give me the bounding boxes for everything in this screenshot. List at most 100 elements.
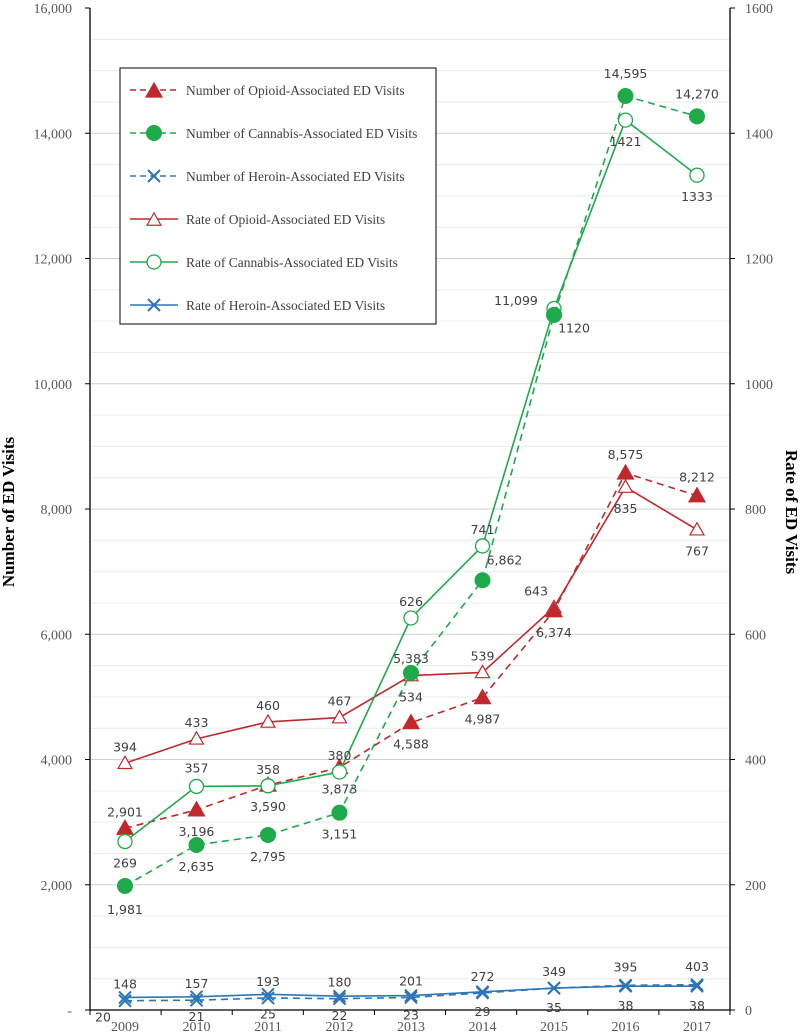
legend-item: Rate of Heroin-Associated ED Visits (130, 298, 385, 313)
data-point (544, 601, 564, 618)
data-label: 467 (328, 694, 352, 709)
marker-stroke (404, 990, 418, 1005)
data-point (689, 167, 705, 183)
data-point (403, 610, 419, 626)
x-axis-ticks: 2009 2010 2011 2012 2013 2014 2015 2016 2017 (89, 1010, 731, 1033)
legend-marker (146, 254, 162, 270)
y2-tick-label: 800 (745, 503, 766, 518)
legend: Number of Opioid-Associated ED Visits Num… (119, 67, 437, 325)
legend-box (119, 67, 437, 325)
marker-stroke (690, 979, 704, 993)
data-label: 4,588 (393, 737, 429, 752)
x-tick-label: 2017 (683, 1020, 711, 1033)
data-label: 4,987 (465, 712, 501, 727)
marker-stroke (332, 989, 347, 1003)
data-label: 193 (256, 974, 280, 989)
data-label: 157 (185, 976, 209, 991)
y2-tick-label: 200 (745, 879, 766, 894)
marker-stroke (118, 990, 132, 1005)
data-point (617, 87, 634, 104)
marker-stroke (118, 994, 132, 1008)
y2-tick-label: 1600 (745, 2, 773, 17)
data-point (261, 991, 275, 1005)
data-point (260, 826, 276, 843)
data-label: 3,196 (179, 824, 215, 839)
series-1 (117, 87, 705, 894)
legend-label: Rate of Cannabis-Associated ED Visits (186, 255, 398, 270)
series-0 (115, 463, 707, 835)
data-label: 14,595 (604, 66, 648, 81)
data-label: 8,575 (608, 447, 644, 462)
marker-stroke (261, 991, 275, 1005)
data-label: 1120 (558, 321, 590, 336)
data-label: 269 (113, 856, 137, 871)
data-label: 2,795 (250, 849, 286, 864)
y-tick-label: 8,000 (41, 503, 73, 518)
data-label: 357 (185, 760, 209, 775)
y-tick-label: 12,000 (34, 253, 73, 268)
data-label: 394 (113, 739, 137, 754)
y2-tick-label: 600 (745, 628, 766, 643)
data-point (188, 836, 205, 853)
data-label: 539 (471, 648, 495, 663)
legend-marker (147, 298, 161, 312)
data-point (332, 989, 347, 1003)
data-label: 1,981 (107, 902, 143, 917)
data-label: 8,212 (679, 470, 715, 485)
y-tick-label: 16,000 (34, 2, 73, 17)
data-label: 643 (524, 583, 548, 598)
data-label: 29 (475, 1004, 491, 1019)
legend-label: Number of Cannabis-Associated ED Visits (186, 126, 417, 141)
data-label: 148 (113, 977, 137, 992)
data-label: 460 (256, 698, 280, 713)
data-point (331, 804, 348, 821)
data-point (404, 990, 418, 1005)
data-point (547, 981, 561, 995)
x-tick-label: 2012 (326, 1020, 354, 1033)
data-label: 5,383 (393, 651, 429, 666)
marker-stroke (690, 978, 704, 992)
y-tick-label: 6,000 (41, 628, 73, 643)
x-tick-label: 2010 (183, 1020, 211, 1033)
y2-tick-label: 400 (745, 754, 766, 769)
x-tick-label: 2009 (111, 1020, 139, 1033)
data-point (116, 755, 134, 770)
legend-marker (144, 81, 164, 98)
data-label: 380 (328, 748, 352, 763)
data-label: 22 (332, 1008, 348, 1023)
data-label: 358 (256, 762, 280, 777)
data-point (332, 992, 347, 1006)
data-label: 25 (260, 1006, 276, 1021)
data-label: 433 (185, 715, 209, 730)
y-tick-label: 10,000 (34, 378, 73, 393)
data-label: 180 (328, 975, 352, 990)
data-point (474, 572, 491, 589)
data-point (188, 730, 205, 745)
data-label: 3,873 (322, 781, 358, 796)
y-axis-ticks: - 2,000 4,000 6,000 8,000 10,000 12,000 14,000 1… (34, 2, 90, 1019)
data-label: 21 (189, 1009, 205, 1024)
x-tick-label: 2015 (540, 1020, 568, 1033)
data-label: 38 (689, 998, 705, 1013)
data-label: 3,590 (250, 799, 286, 814)
legend-label: Rate of Heroin-Associated ED Visits (186, 298, 385, 313)
data-label: 1421 (610, 134, 642, 149)
legend-marker (147, 169, 161, 183)
y-axis-title: Number of ED Visits (0, 436, 18, 587)
legend-marker (145, 211, 163, 226)
data-point (690, 978, 704, 992)
series-2 (118, 978, 704, 1008)
data-label: 2,635 (179, 859, 215, 874)
y2-tick-label: 0 (745, 1004, 752, 1019)
marker-stroke (189, 993, 204, 1007)
data-label: 395 (614, 959, 638, 974)
marker-stroke (189, 990, 204, 1004)
marker-stroke (332, 992, 347, 1006)
marker-stroke (618, 978, 633, 992)
y-tick-label: 4,000 (41, 754, 73, 769)
y2-tick-label: 1400 (745, 127, 773, 142)
legend-marker (146, 125, 162, 141)
x-tick-label: 2016 (612, 1020, 640, 1033)
data-label: 20 (95, 1009, 111, 1024)
data-label: 767 (685, 544, 709, 559)
